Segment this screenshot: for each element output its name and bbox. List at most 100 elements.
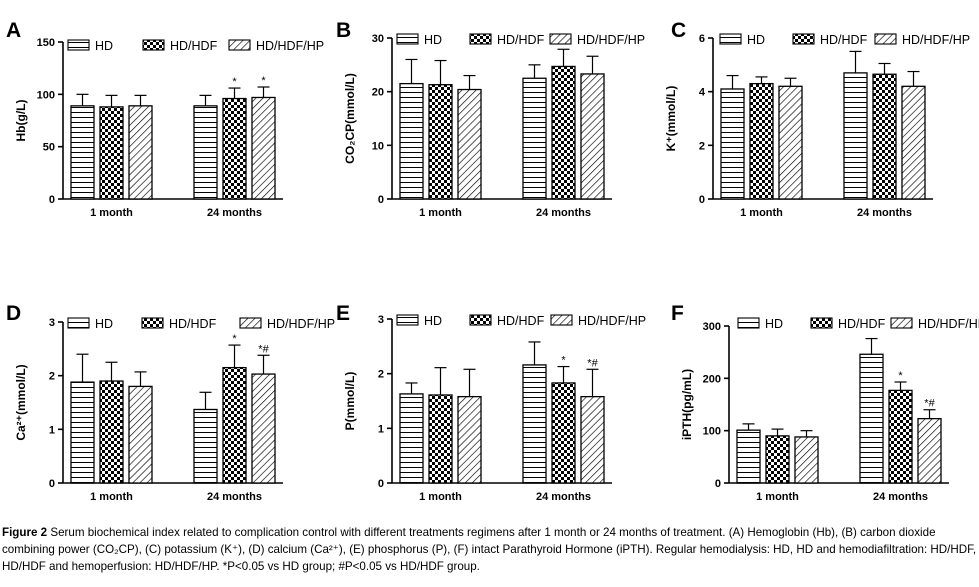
bar (251, 96, 276, 200)
y-tick-label: 150 (37, 37, 55, 49)
legend-swatch (142, 39, 165, 51)
legend-swatch (469, 33, 492, 45)
legend-label: HD/HDF (169, 317, 217, 331)
y-tick-label: 200 (703, 373, 721, 385)
panel-letter: C (671, 19, 686, 42)
legend-label: HD (95, 39, 113, 53)
y-tick-label: 6 (699, 33, 705, 45)
y-tick-label: 4 (699, 87, 706, 99)
y-tick-label: 0 (715, 478, 721, 490)
legend-swatch (549, 33, 572, 45)
bar (580, 73, 605, 200)
y-tick-label: 20 (372, 87, 384, 99)
x-category-label: 24 months (536, 207, 591, 219)
legend-swatch (550, 314, 573, 326)
bar (222, 97, 247, 200)
legend-swatch (719, 33, 742, 45)
legend-label: HD (424, 314, 442, 328)
y-axis-label: Ca²⁺(mmol/L) (14, 364, 28, 440)
figure-panels: A 0 50 100 150 Hb(g/L) 1 month 24 months * * HD HD/… (6, 19, 979, 503)
significance-mark: * (261, 75, 266, 87)
panel-b: B 0 10 20 30 CO₂CP(mmol/L) 1 month 24 months HD H… (336, 19, 645, 219)
legend-swatch (890, 317, 913, 329)
bar (736, 429, 761, 484)
bar (901, 85, 926, 200)
bar (457, 395, 482, 484)
legend-swatch (239, 317, 262, 329)
y-tick-label: 100 (37, 89, 55, 101)
legend-label: HD (747, 33, 765, 47)
y-axis-label: iPTH(pg/mL) (680, 369, 694, 440)
panel-letter: E (336, 302, 350, 325)
legend-label: HD/HDF/HP (256, 39, 324, 53)
legend-swatch (396, 314, 419, 326)
panel-letter: A (6, 19, 21, 42)
y-tick-label: 3 (378, 314, 384, 326)
legend-swatch (228, 39, 251, 51)
legend-label: HD/HDF/HP (577, 33, 645, 47)
bar (193, 105, 218, 200)
bar (399, 82, 424, 200)
bar (128, 385, 153, 484)
legend-label: HD/HDF/HP (578, 314, 646, 328)
x-category-label: 24 months (207, 207, 262, 219)
bar (551, 65, 576, 200)
bar (428, 394, 453, 484)
panel-f: F 0 100 200 300 iPTH(pg/mL) 1 month 24 months * *… (671, 302, 979, 503)
legend-swatch (141, 317, 164, 329)
x-category-label: 1 month (90, 207, 133, 219)
bar (99, 380, 124, 484)
y-tick-label: 2 (378, 369, 384, 381)
legend-swatch (469, 314, 492, 326)
bar (720, 88, 745, 200)
significance-mark: * (898, 370, 903, 382)
significance-mark: *# (587, 357, 598, 369)
y-axis-label: K⁺(mmol/L) (664, 86, 678, 152)
bar (580, 395, 605, 484)
panel-letter: D (6, 302, 21, 325)
figure-caption: Figure 2 Serum biochemical index related… (2, 524, 977, 575)
bar (99, 106, 124, 200)
legend-label: HD (95, 317, 113, 331)
y-tick-label: 3 (49, 317, 55, 329)
x-category-label: 24 months (857, 207, 912, 219)
significance-mark: *# (258, 343, 269, 355)
legend-label: HD/HDF/HP (267, 317, 335, 331)
y-tick-label: 1 (49, 424, 55, 436)
y-tick-label: 300 (703, 321, 721, 333)
bar (859, 353, 884, 484)
panel-c: C 0 2 4 6 K⁺(mmol/L) 1 month 24 months HD HD/HDF H… (664, 19, 970, 219)
legend-swatch (810, 317, 833, 329)
significance-mark: *# (924, 398, 935, 410)
x-category-label: 24 months (207, 491, 262, 503)
panel-a: A 0 50 100 150 Hb(g/L) 1 month 24 months * * HD HD/… (6, 19, 324, 219)
bar (522, 77, 547, 200)
legend-swatch (396, 33, 419, 45)
bar (551, 382, 576, 484)
bar (843, 72, 868, 200)
bar (70, 381, 95, 484)
panel-d: D 0 1 2 3 Ca²⁺(mmol/L) 1 month 24 months * *# HD HD… (6, 302, 335, 503)
bar (70, 105, 95, 200)
bar (778, 85, 803, 200)
y-axis-label: P(mmol/L) (343, 372, 357, 431)
significance-mark: * (232, 333, 237, 345)
bar (428, 84, 453, 200)
y-tick-label: 50 (43, 142, 55, 154)
y-axis-label: CO₂CP(mmol/L) (343, 73, 357, 164)
panel-letter: B (336, 19, 351, 42)
bar (872, 73, 897, 200)
y-axis-label: Hb(g/L) (14, 100, 28, 142)
legend-swatch (67, 317, 90, 329)
legend-label: HD/HDF (838, 317, 886, 331)
legend-label: HD (424, 33, 442, 47)
legend-label: HD/HDF/HP (918, 317, 979, 331)
y-tick-label: 0 (378, 194, 384, 206)
legend-swatch (67, 39, 90, 51)
y-tick-label: 1 (378, 423, 384, 435)
panel-e: E 0 1 2 3 P(mmol/L) 1 month 24 months * *# HD HD/HD… (336, 302, 646, 503)
x-category-label: 1 month (90, 491, 133, 503)
x-category-label: 24 months (873, 491, 928, 503)
bar (222, 366, 247, 484)
y-tick-label: 2 (49, 371, 55, 383)
